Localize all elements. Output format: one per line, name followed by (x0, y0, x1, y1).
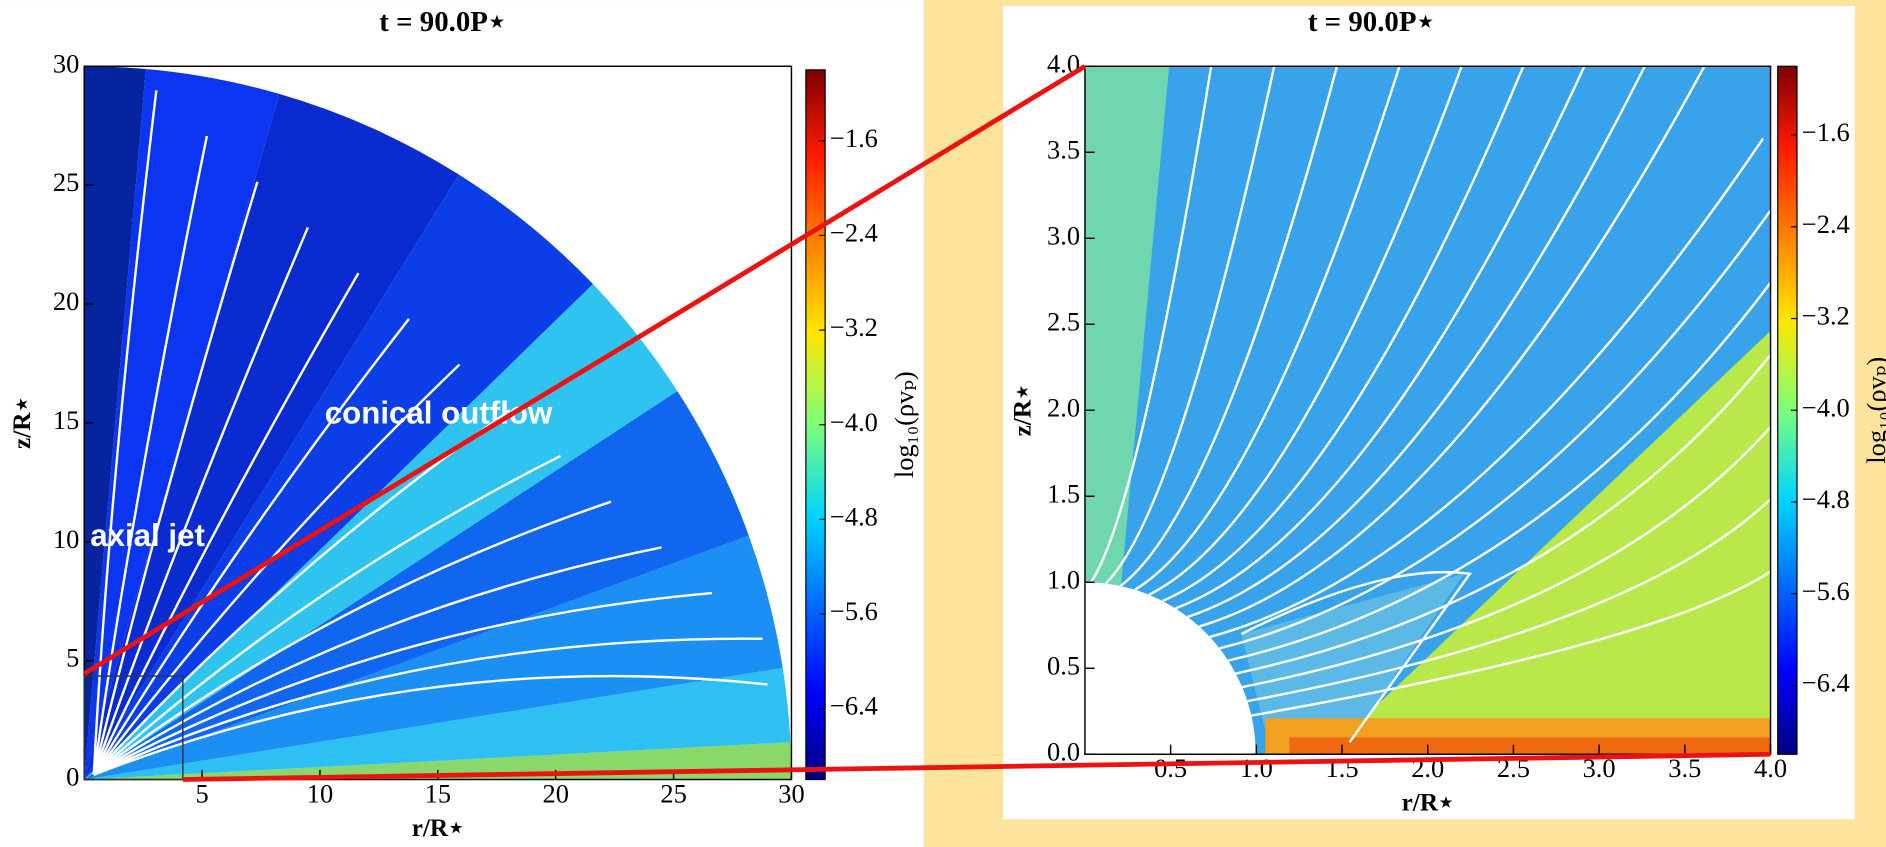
colorbar-tick-label: −5.6 (1802, 576, 1850, 606)
y-tick-label: 30 (53, 48, 79, 78)
y-tick-label: 3.0 (1047, 220, 1080, 250)
colorbar-tick-label: −1.6 (1802, 117, 1850, 147)
field-line (93, 546, 662, 776)
field-line (1119, 65, 1339, 587)
field-line (92, 318, 410, 776)
x-tick-label: 4.0 (1754, 753, 1787, 783)
x-axis-label: r/R⋆ (412, 814, 464, 842)
heatmap-region (84, 742, 792, 780)
colorbar-tick-label: −4.0 (830, 407, 878, 437)
y-tick-label: 3.5 (1047, 134, 1080, 164)
field-line (92, 181, 259, 776)
heatmap-region (84, 667, 791, 780)
heatmap-region (84, 535, 783, 780)
field-line (1240, 570, 1472, 743)
heatmap-region (1241, 573, 1464, 743)
field-line (92, 90, 158, 775)
heatmap-region (84, 391, 749, 780)
colorbar-tick-label: −3.2 (1802, 301, 1850, 331)
field-line (93, 674, 768, 776)
field-line (1134, 65, 1401, 591)
colorbar-label: log₁₀(ρvₚ) (1861, 357, 1886, 464)
x-tick-label: 15 (425, 778, 451, 808)
field-line (1251, 570, 1772, 717)
heatmap-region (1084, 66, 1170, 598)
colorbar-tick-label: −2.4 (830, 218, 878, 248)
y-tick-label: 2.0 (1047, 392, 1080, 422)
x-tick-label: 10 (307, 778, 333, 808)
heatmap (1084, 65, 1772, 755)
field-line (1148, 65, 1463, 596)
colorbar-tick-label: −6.4 (830, 691, 878, 721)
y-tick-label: 0 (66, 762, 79, 792)
zoom-box (83, 675, 184, 781)
field-line (1161, 65, 1525, 603)
x-tick-label: 1.5 (1325, 753, 1358, 783)
field-line (1219, 209, 1772, 650)
y-axis-label: z/R⋆ (8, 397, 36, 449)
colorbar-tick-label: −4.0 (1802, 392, 1850, 422)
x-tick-label: 5 (195, 778, 208, 808)
y-tick-label: 1.5 (1047, 478, 1080, 508)
field-line (1227, 282, 1772, 662)
field-line (93, 454, 562, 776)
y-tick-label: 0.0 (1047, 736, 1080, 766)
colorbar-tick-label: −2.4 (1802, 209, 1850, 239)
field-line (1209, 137, 1765, 639)
star-surface (1084, 582, 1256, 755)
x-tick-label: 0.5 (1154, 753, 1187, 783)
colorbar-tick-label: −5.6 (830, 596, 878, 626)
field-line (92, 135, 209, 775)
y-tick-label: 5 (66, 643, 79, 673)
field-line (1187, 65, 1646, 619)
zoom-connector (182, 751, 1771, 782)
heatmap (84, 66, 792, 780)
y-tick-label: 10 (53, 524, 79, 554)
zoom-connector (82, 64, 1087, 676)
colorbar-tick-label: −6.4 (1802, 668, 1850, 698)
field-line (92, 226, 310, 776)
x-tick-label: 20 (542, 778, 568, 808)
field-line (1175, 65, 1586, 610)
chart-title: t = 90.0P⋆ (1308, 6, 1435, 38)
x-tick-label: 25 (660, 778, 686, 808)
heatmap-region (84, 68, 280, 780)
chart-title: t = 90.0P⋆ (379, 6, 506, 38)
field-line (93, 591, 713, 776)
y-axis-label: z/R⋆ (1009, 384, 1037, 436)
field-line (1104, 66, 1276, 585)
heatmap-region (1289, 737, 1771, 755)
x-axis-label: r/R⋆ (1402, 789, 1454, 817)
y-tick-label: 15 (53, 405, 79, 435)
colorbar-tick-label: −3.2 (830, 312, 878, 342)
field-line (1089, 66, 1213, 584)
y-tick-label: 2.5 (1047, 306, 1080, 336)
field-line (92, 272, 360, 776)
field-line (1247, 498, 1772, 703)
field-line (93, 500, 612, 776)
colorbar-label: log₁₀(ρvₚ) (889, 371, 919, 478)
colorbar-tick-label: −1.6 (830, 123, 878, 153)
heatmap-region (84, 284, 678, 780)
y-tick-label: 25 (53, 167, 79, 197)
x-tick-label: 1.0 (1240, 753, 1273, 783)
annotation: conical outflow (325, 395, 553, 430)
y-tick-label: 0.5 (1047, 650, 1080, 680)
field-line (93, 637, 763, 776)
colorbar-tick-label: −4.8 (1802, 484, 1850, 514)
field-line (1235, 354, 1772, 675)
field-line (1241, 426, 1772, 689)
field-line (1198, 65, 1706, 628)
colorbar-tick-label: −4.8 (830, 501, 878, 531)
heatmap-region (84, 66, 146, 780)
plot-layers (84, 65, 1772, 780)
heatmap-region (84, 93, 459, 780)
heatmap-region (1325, 330, 1771, 755)
annotation: axial jet (90, 518, 205, 553)
x-tick-label: 30 (778, 778, 804, 808)
y-tick-label: 20 (53, 286, 79, 316)
y-tick-label: 1.0 (1047, 564, 1080, 594)
